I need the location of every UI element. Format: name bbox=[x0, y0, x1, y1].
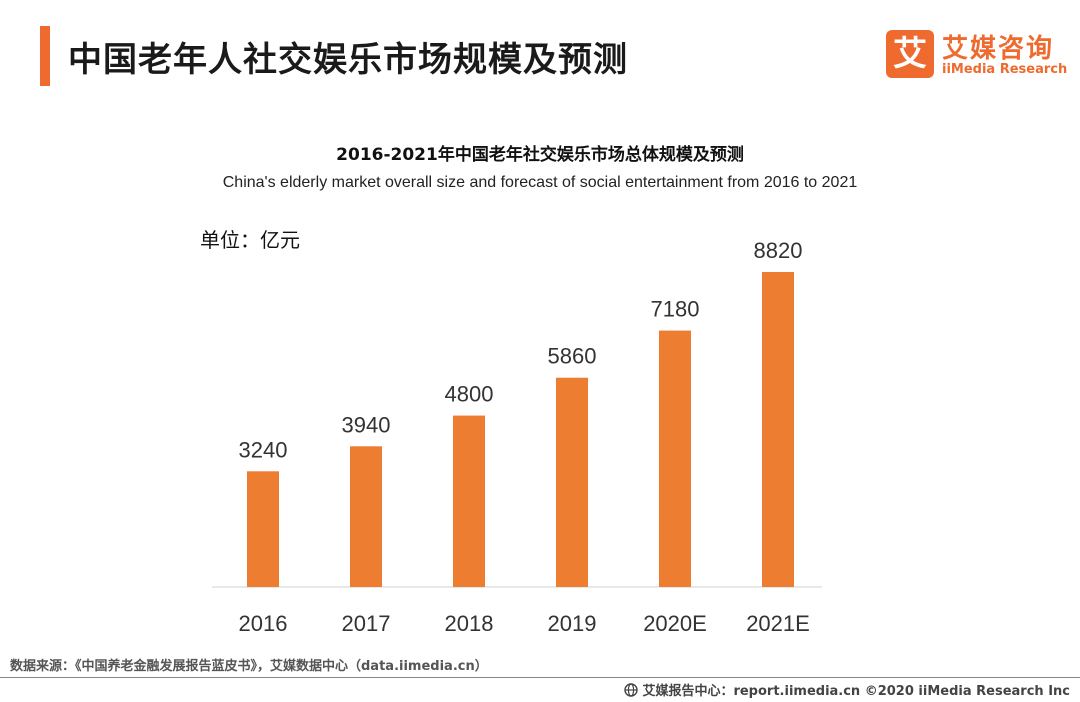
data-label-2018: 4800 bbox=[445, 382, 494, 407]
iimedia-logo: 艾 艾媒咨询 iiMedia Research bbox=[886, 28, 1067, 82]
bar-2018 bbox=[453, 415, 485, 587]
data-label-2020E: 7180 bbox=[651, 297, 700, 322]
logo-name-en: iiMedia Research bbox=[942, 62, 1068, 77]
footer-divider bbox=[0, 677, 1080, 678]
x-tick-label-2021E: 2021E bbox=[746, 611, 810, 636]
bar-2017 bbox=[350, 446, 382, 587]
data-label-2017: 3940 bbox=[342, 412, 391, 437]
x-tick-label-2020E: 2020E bbox=[643, 611, 707, 636]
bar-2016 bbox=[247, 471, 279, 587]
data-source: 数据来源：《中国养老金融发展报告蓝皮书》，艾媒数据中心（data.iimedia… bbox=[10, 659, 488, 674]
x-tick-label-2018: 2018 bbox=[445, 611, 494, 636]
x-tick-label-2017: 2017 bbox=[342, 611, 391, 636]
data-label-2019: 5860 bbox=[548, 344, 597, 369]
chart-subtitle: China's elderly market overall size and … bbox=[222, 174, 858, 191]
x-tick-label-2016: 2016 bbox=[239, 611, 288, 636]
x-tick-label-2019: 2019 bbox=[548, 611, 597, 636]
bar-2021E bbox=[762, 272, 794, 587]
logo-name-cn: 艾媒咨询 bbox=[942, 34, 1055, 64]
data-label-2016: 3240 bbox=[239, 437, 288, 462]
bar-2019 bbox=[556, 377, 588, 587]
logo-mark: 艾 bbox=[886, 30, 934, 78]
unit-label: 单位：亿元 bbox=[200, 228, 300, 252]
footer-credit-text: 艾媒报告中心：report.iimedia.cn ©2020 iiMedia R… bbox=[642, 684, 1070, 699]
data-label-2021E: 8820 bbox=[754, 238, 803, 263]
bar-2020E bbox=[659, 330, 691, 587]
footer-credit: 艾媒报告中心：report.iimedia.cn ©2020 iiMedia R… bbox=[624, 680, 1070, 699]
chart-title: 2016-2021年中国老年社交娱乐市场总体规模及预测 bbox=[336, 145, 744, 165]
title-accent-bar bbox=[40, 26, 50, 86]
page-title: 中国老年人社交娱乐市场规模及预测 bbox=[68, 40, 628, 80]
globe-icon bbox=[624, 682, 639, 697]
